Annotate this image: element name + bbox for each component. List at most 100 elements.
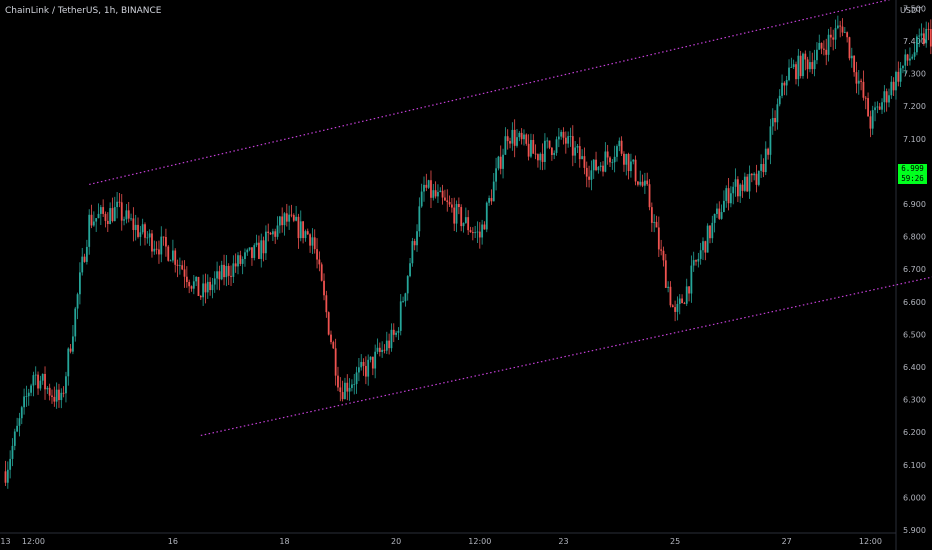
candle-body [516,137,518,146]
candle-body [590,170,593,180]
time-tick-label: 13 [0,537,10,546]
candle-body [739,184,742,197]
candle-body [785,80,788,86]
candle-body [244,252,246,260]
candle-body [334,348,337,376]
candle-body [32,375,35,386]
candle-body [878,106,881,110]
candle-body [720,212,723,219]
candle-body [492,181,495,202]
candle-body [692,260,695,266]
candle-body [504,136,507,155]
candle-body [269,232,272,235]
candle-body [764,148,767,173]
candle-body [188,282,191,287]
candle-body [39,380,42,389]
candle-body [271,231,274,235]
candle-body [702,241,704,251]
candle-body [258,242,260,259]
candle-body [127,210,130,219]
candle-body [248,247,251,250]
candle-body [246,249,249,253]
candle-body [30,385,32,393]
candle-body [704,241,707,253]
candle-body [602,165,604,172]
candle-body [23,396,25,408]
candle-body [618,140,621,147]
candle-body [662,250,665,261]
candle-body [55,389,58,402]
candle-body [325,295,328,313]
candle-body [648,184,651,208]
candle-body [811,62,814,70]
price-tick-label: 7.500 [903,4,926,13]
candle-body [360,361,363,368]
candle-body [660,249,663,251]
candle-body [148,233,151,238]
candle-body [316,249,318,260]
candle-body [657,227,660,250]
time-tick-label: 20 [391,537,401,546]
candle-body [911,56,914,59]
candle-body [664,260,667,288]
time-tick-label: 16 [168,537,178,546]
candle-body [869,116,872,129]
candle-body [888,95,890,103]
candle-body [51,395,53,397]
candle-body [137,224,139,237]
candle-body [753,173,756,176]
time-tick-label: 25 [670,537,680,546]
candle-body [525,134,528,144]
candle-body [829,34,832,38]
candle-body [755,173,758,185]
candle-body [537,154,539,161]
candle-body [469,230,472,233]
candle-body [909,58,911,61]
candle-body [895,71,897,91]
candle-body [650,207,653,223]
candle-body [623,153,625,165]
candle-body [34,374,37,376]
candle-body [748,173,751,192]
price-unit-label: USDT [900,6,922,15]
candle-body [111,208,114,222]
candle-body [676,303,679,312]
candle-body [874,107,876,111]
candle-body [397,330,400,333]
candle-body [523,134,525,140]
candle-body [348,387,351,392]
candle-body [481,224,484,238]
candle-body [497,156,500,169]
candle-body [762,164,765,173]
candle-body [6,469,9,483]
candle-body [576,146,579,148]
candle-body [929,29,932,47]
channel-lower-line[interactable] [200,188,932,437]
candle-body [462,222,465,227]
candle-body [527,143,530,157]
candle-body [27,392,30,397]
candle-body [241,259,244,264]
channel-upper-line[interactable] [89,0,932,186]
time-axis[interactable]: 1312:0016182012:0023252712:0030Feb312:00… [0,537,932,546]
candle-body [585,167,588,177]
candle-body [569,136,572,137]
candle-body [630,161,632,172]
candle-body [218,271,221,280]
candle-body [550,147,553,155]
candle-body [351,384,353,388]
drawing-overlays[interactable] [89,0,932,437]
candle-body [353,384,356,385]
bar-countdown: 59:26 [901,173,924,183]
candle-body [613,156,616,163]
candle-body [834,28,837,40]
price-axis[interactable]: 5.900 6.000 6.100 6.200 6.300 6.400 6.500 6.600… [903,0,926,535]
symbol-title[interactable]: ChainLink / TetherUS, 1h, BINANCE [5,6,162,16]
candle-body [227,265,230,276]
candle-body [155,248,158,250]
candle-body [839,25,842,27]
candle-body [520,132,523,140]
candle-body [118,201,121,203]
